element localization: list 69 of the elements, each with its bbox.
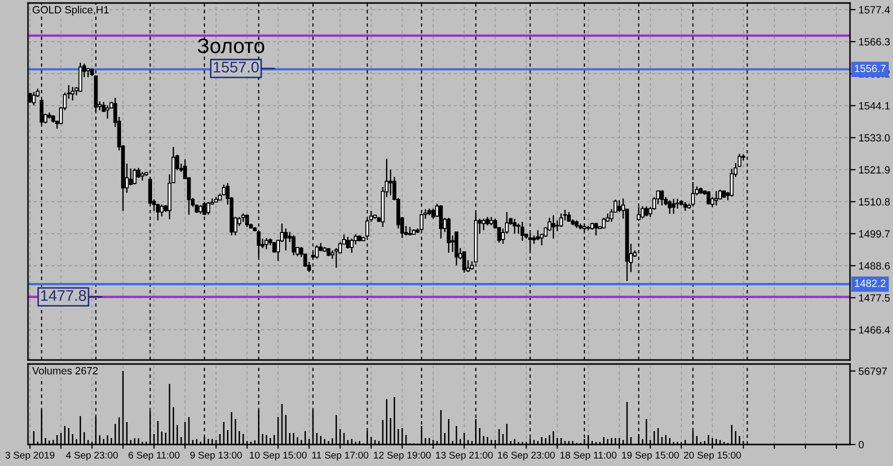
candlestick [559,212,564,228]
candlestick [264,237,268,250]
y-tick-label: 1510.8 [859,198,890,206]
y-tick-label: 1488.6 [859,262,890,270]
candlestick [334,247,338,268]
candlestick [594,222,598,236]
x-tick-label: 10 Sep 15:00 [250,452,307,461]
candlestick [160,204,164,218]
candlestick [672,198,676,214]
candlestick [388,169,392,196]
candlestick [350,238,354,254]
candlestick [462,250,466,274]
x-tick-label: 13 Sep 21:00 [436,452,493,461]
annotation: 1557.0 [214,62,259,73]
candlestick [292,234,296,256]
x-tick-label: 20 Sep 15:00 [684,452,741,461]
candlestick [86,67,90,78]
annotation: Золото [198,38,264,54]
candlestick [617,200,622,213]
y-tick-label: 1477.5 [859,294,890,302]
x-tick-label: 4 Sep 23:00 [66,452,118,461]
candlestick [346,236,350,250]
candlestick [555,220,560,232]
candlestick [512,218,516,234]
candlestick [446,217,451,254]
candlestick [245,214,249,228]
candlestick [668,200,672,214]
y-tick-label: 1466.4 [859,326,890,334]
candlestick [644,206,648,218]
chart-title: GOLD Splice,H1 [32,6,109,16]
candlestick [706,190,710,205]
y-tick-label: 1566.3 [859,38,890,46]
x-tick-label: 11 Sep 17:00 [312,452,368,461]
y-tick-label: 1577.4 [859,6,890,14]
candlestick [439,204,443,240]
candlestick [482,218,486,231]
x-tick-label: 6 Sep 11:00 [128,452,180,461]
candlestick [70,86,74,102]
candlestick [431,208,436,220]
candlestick [206,201,210,216]
y-tick-label: 1533.0 [859,134,890,142]
candlestick [128,168,133,186]
chart-title: Volumes 2672 [32,366,98,374]
y-tick-label: 1521.9 [859,166,890,174]
candlestick [520,221,524,242]
ref-line-label: 1482.2 [854,280,886,287]
y-tick-label: 1499.7 [859,230,890,238]
x-tick-label: 12 Sep 19:00 [374,452,431,461]
candlestick [536,230,540,241]
x-tick-label: 18 Sep 11:00 [560,452,616,461]
y-tick-label: 0 [858,441,864,448]
candlestick [284,228,288,252]
candlestick [552,214,556,240]
x-tick-label: 19 Sep 15:00 [622,452,679,461]
y-tick-label: 56797 [858,367,887,375]
ref-line-label: 1556.7 [854,64,886,72]
candlestick [640,206,644,220]
x-tick-label: 16 Sep 23:00 [498,452,555,461]
candlestick [106,104,110,120]
candlestick [132,168,137,186]
candlestick [660,190,664,206]
y-tick-label: 1544.1 [859,102,890,110]
candlestick [32,91,36,106]
x-tick-label: 3 Sep 2019 [5,452,54,461]
candlestick [714,190,718,206]
annotation: 1477.8 [41,290,86,301]
candlestick [156,203,160,222]
x-tick-label: 9 Sep 13:00 [190,452,242,461]
candlestick [567,211,571,222]
